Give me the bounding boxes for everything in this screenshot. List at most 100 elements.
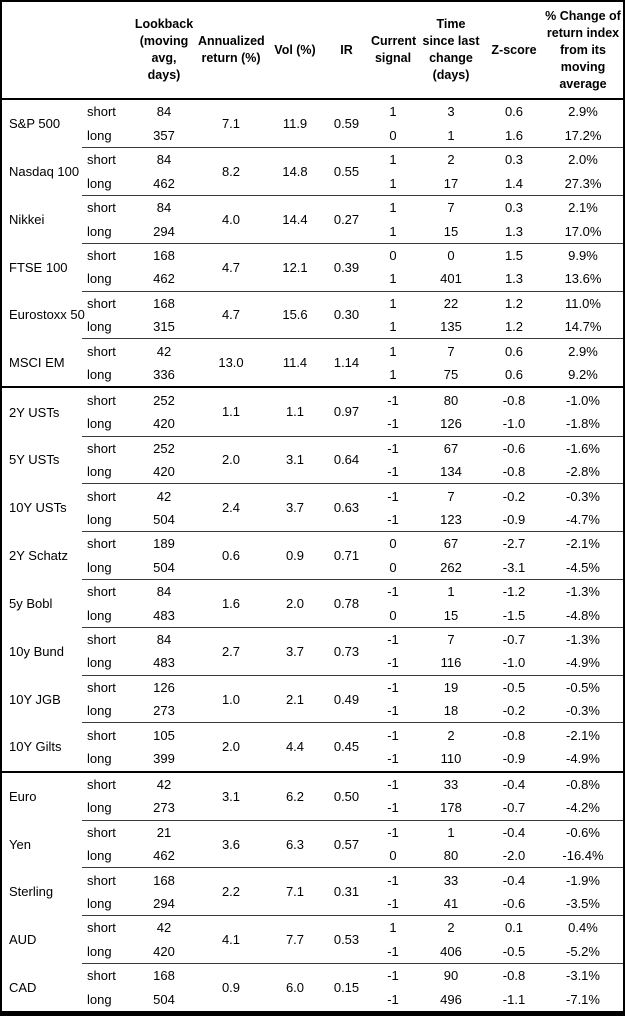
annualized-return-cell: 2.2 xyxy=(196,867,266,916)
leg-cell: short xyxy=(82,147,132,172)
table-row: 5Y USTs short 252 2.0 3.1 0.64 -1 67 -0.6 -1.6% xyxy=(2,435,623,484)
table-row: long 483 -1 116 -1.0 -4.9% xyxy=(2,651,623,675)
vol-cell: 14.4 xyxy=(266,194,324,244)
asset-name-cell: Sterling xyxy=(9,884,54,900)
pct-change-cell: -1.9% xyxy=(543,867,623,892)
pct-change-cell: -4.8% xyxy=(566,607,600,623)
asset-name-cell: Nikkei xyxy=(9,211,45,227)
z-score-cell: -0.8 xyxy=(485,386,543,413)
time-since-cell: 3 xyxy=(447,104,455,120)
z-score-cell: -0.9 xyxy=(502,751,526,767)
lookback-cell: 21 xyxy=(132,819,196,844)
current-signal-cell: 0 xyxy=(389,848,397,864)
vol-cell: 6.2 xyxy=(266,770,324,821)
time-since-cell: 7 xyxy=(417,338,485,363)
time-since-cell: 41 xyxy=(443,896,459,912)
lookback-cell: 504 xyxy=(153,511,175,527)
current-signal-cell: 1 xyxy=(389,367,397,383)
leg-cell: long xyxy=(87,319,112,335)
current-signal-cell: -1 xyxy=(369,386,417,413)
time-since-cell: 90 xyxy=(417,963,485,988)
table-row: Euro short 42 3.1 6.2 0.50 -1 33 -0.4 -0.8% xyxy=(2,770,623,821)
z-score-cell: -0.2 xyxy=(485,483,543,508)
current-signal-cell: -1 xyxy=(369,626,417,652)
vol-cell: 4.4 xyxy=(266,722,324,772)
pct-change-cell: -0.3% xyxy=(543,483,623,508)
ir-cell: 0.59 xyxy=(333,116,360,132)
table-row: 10Y Gilts short 105 2.0 4.4 0.45 -1 2 -0.8 -2.1% xyxy=(2,722,623,772)
vol-cell: 7.7 xyxy=(266,915,324,964)
pct-change-cell: -7.1% xyxy=(566,991,600,1007)
annualized-return-cell: 2.0 xyxy=(196,435,266,484)
leg-cell: short xyxy=(82,435,132,460)
time-since-cell: 22 xyxy=(417,290,485,315)
z-score-cell: -0.2 xyxy=(502,703,526,719)
annualized-return-cell: 0.9 xyxy=(196,963,266,1011)
table-row: 10y Bund short 84 2.7 3.7 0.73 -1 7 -0.7 -1.3% xyxy=(2,626,623,676)
ir-cell: 0.39 xyxy=(324,242,369,292)
z-score-cell: 1.4 xyxy=(504,175,524,191)
vol-cell: 14.8 xyxy=(266,147,324,196)
pct-change-cell: -1.3% xyxy=(543,578,623,604)
header-row: Lookback (moving avg, days) Annualized r… xyxy=(2,2,623,100)
pct-change-cell: -4.2% xyxy=(566,800,600,816)
z-score-cell: -2.7 xyxy=(485,531,543,556)
current-signal-cell: -1 xyxy=(387,800,399,816)
current-signal-cell: 1 xyxy=(369,147,417,172)
table-row: long 483 0 15 -1.5 -4.8% xyxy=(2,603,623,627)
time-since-cell: 2 xyxy=(417,147,485,172)
ir-cell: 0.27 xyxy=(324,194,369,244)
vol-cell: 1.1 xyxy=(266,386,324,437)
current-signal-cell: -1 xyxy=(387,943,399,959)
lookback-cell: 273 xyxy=(153,703,175,719)
leg-cell: long xyxy=(87,271,112,287)
z-score-cell: -2.0 xyxy=(502,848,526,864)
asset-name-cell: 10Y JGB xyxy=(9,691,61,707)
vol-cell: 2.1 xyxy=(266,674,324,723)
ir-cell: 0.55 xyxy=(324,147,369,196)
table-row: long 504 -1 123 -0.9 -4.7% xyxy=(2,508,623,532)
current-signal-cell: -1 xyxy=(387,896,399,912)
z-score-cell: 0.6 xyxy=(504,104,524,120)
leg-cell: short xyxy=(82,242,132,268)
ir-cell: 0.15 xyxy=(324,963,369,1011)
current-signal-cell: -1 xyxy=(387,703,399,719)
time-since-cell: 135 xyxy=(440,319,462,335)
z-score-cell: -0.8 xyxy=(485,963,543,988)
lookback-cell: 84 xyxy=(132,194,196,220)
table-row: S&P 500 short 84 7.1 11.9 0.59 1 3 0.6 2.9% xyxy=(2,99,623,131)
pct-change-cell: -2.1% xyxy=(543,531,623,556)
time-since-cell: 7 xyxy=(417,194,485,220)
ir-cell: 0.50 xyxy=(324,770,369,821)
header-annualized-return: Annualized return (%) xyxy=(196,2,266,100)
current-signal-cell: -1 xyxy=(369,483,417,508)
pct-change-cell: 0.4% xyxy=(543,915,623,940)
leg-cell: long xyxy=(87,464,112,480)
current-signal-cell: 0 xyxy=(389,559,397,575)
lookback-cell: 168 xyxy=(132,867,196,892)
current-signal-cell: -1 xyxy=(387,991,399,1007)
current-signal-cell: 0 xyxy=(369,531,417,556)
leg-cell: long xyxy=(87,896,112,912)
time-since-cell: 123 xyxy=(440,511,462,527)
time-since-cell: 496 xyxy=(440,991,462,1007)
vol-cell: 6.3 xyxy=(266,819,324,868)
annualized-return-cell: 1.6 xyxy=(196,578,266,628)
leg-cell: long xyxy=(87,703,112,719)
ir-cell: 0.71 xyxy=(324,531,369,580)
pct-change-cell: -4.9% xyxy=(566,751,600,767)
ir-cell: 0.73 xyxy=(324,626,369,676)
current-signal-cell: -1 xyxy=(369,770,417,797)
table-row: FTSE 100 short 168 4.7 12.1 0.39 0 0 1.5 9.9% xyxy=(2,242,623,292)
time-since-cell: 401 xyxy=(440,271,462,287)
current-signal-cell: 1 xyxy=(389,319,397,335)
leg-cell: long xyxy=(87,800,112,816)
table-row: Sterling short 168 2.2 7.1 0.31 -1 33 -0.4 -1.9% xyxy=(2,867,623,916)
z-score-cell: -0.4 xyxy=(485,819,543,844)
asset-name-cell: Euro xyxy=(2,770,82,821)
header-asset-name xyxy=(2,2,82,100)
pct-change-cell: -1.6% xyxy=(543,435,623,460)
time-since-cell: 1 xyxy=(447,127,455,143)
header-lookback: Lookback (moving avg, days) xyxy=(132,2,196,100)
